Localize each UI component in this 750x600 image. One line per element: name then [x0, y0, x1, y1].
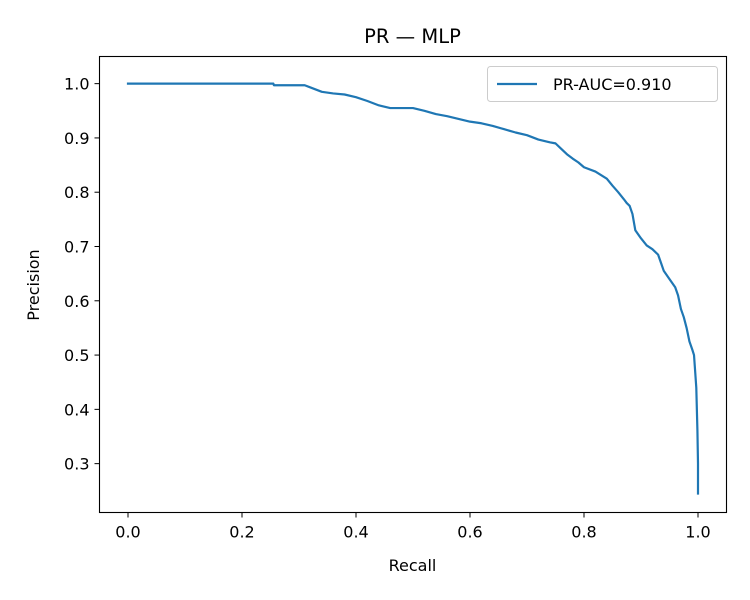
y-tick-label: 0.7 — [64, 238, 89, 257]
pr-curve-line — [126, 82, 700, 495]
plot-frame — [98, 55, 728, 514]
y-axis-title: Precision — [24, 249, 43, 320]
y-axis: 0.3 0.4 0.5 0.6 0.7 0.8 0.9 1.0 — [64, 75, 100, 474]
y-tick-label: 0.9 — [64, 129, 89, 148]
x-tick-label: 0.6 — [457, 523, 482, 542]
x-tick-label: 0.0 — [115, 523, 140, 542]
x-axis-title: Recall — [389, 556, 437, 575]
x-axis: 0.0 0.2 0.4 0.6 0.8 1.0 — [115, 512, 711, 542]
x-tick-label: 0.2 — [229, 523, 254, 542]
y-tick-label: 0.3 — [64, 455, 89, 474]
y-tick-label: 0.5 — [64, 346, 89, 365]
legend-label: PR-AUC=0.910 — [553, 75, 672, 94]
y-tick-label: 1.0 — [64, 75, 89, 94]
y-tick-label: 0.8 — [64, 183, 89, 202]
legend-box — [487, 66, 718, 102]
y-tick-label: 0.4 — [64, 400, 89, 419]
chart-title: PR — MLP — [364, 25, 461, 48]
x-tick-label: 1.0 — [685, 523, 710, 542]
x-tick-label: 0.8 — [571, 523, 596, 542]
plot-area — [126, 82, 700, 495]
x-tick-label: 0.4 — [343, 523, 368, 542]
y-tick-label: 0.6 — [64, 292, 89, 311]
legend: PR-AUC=0.910 — [487, 66, 718, 102]
